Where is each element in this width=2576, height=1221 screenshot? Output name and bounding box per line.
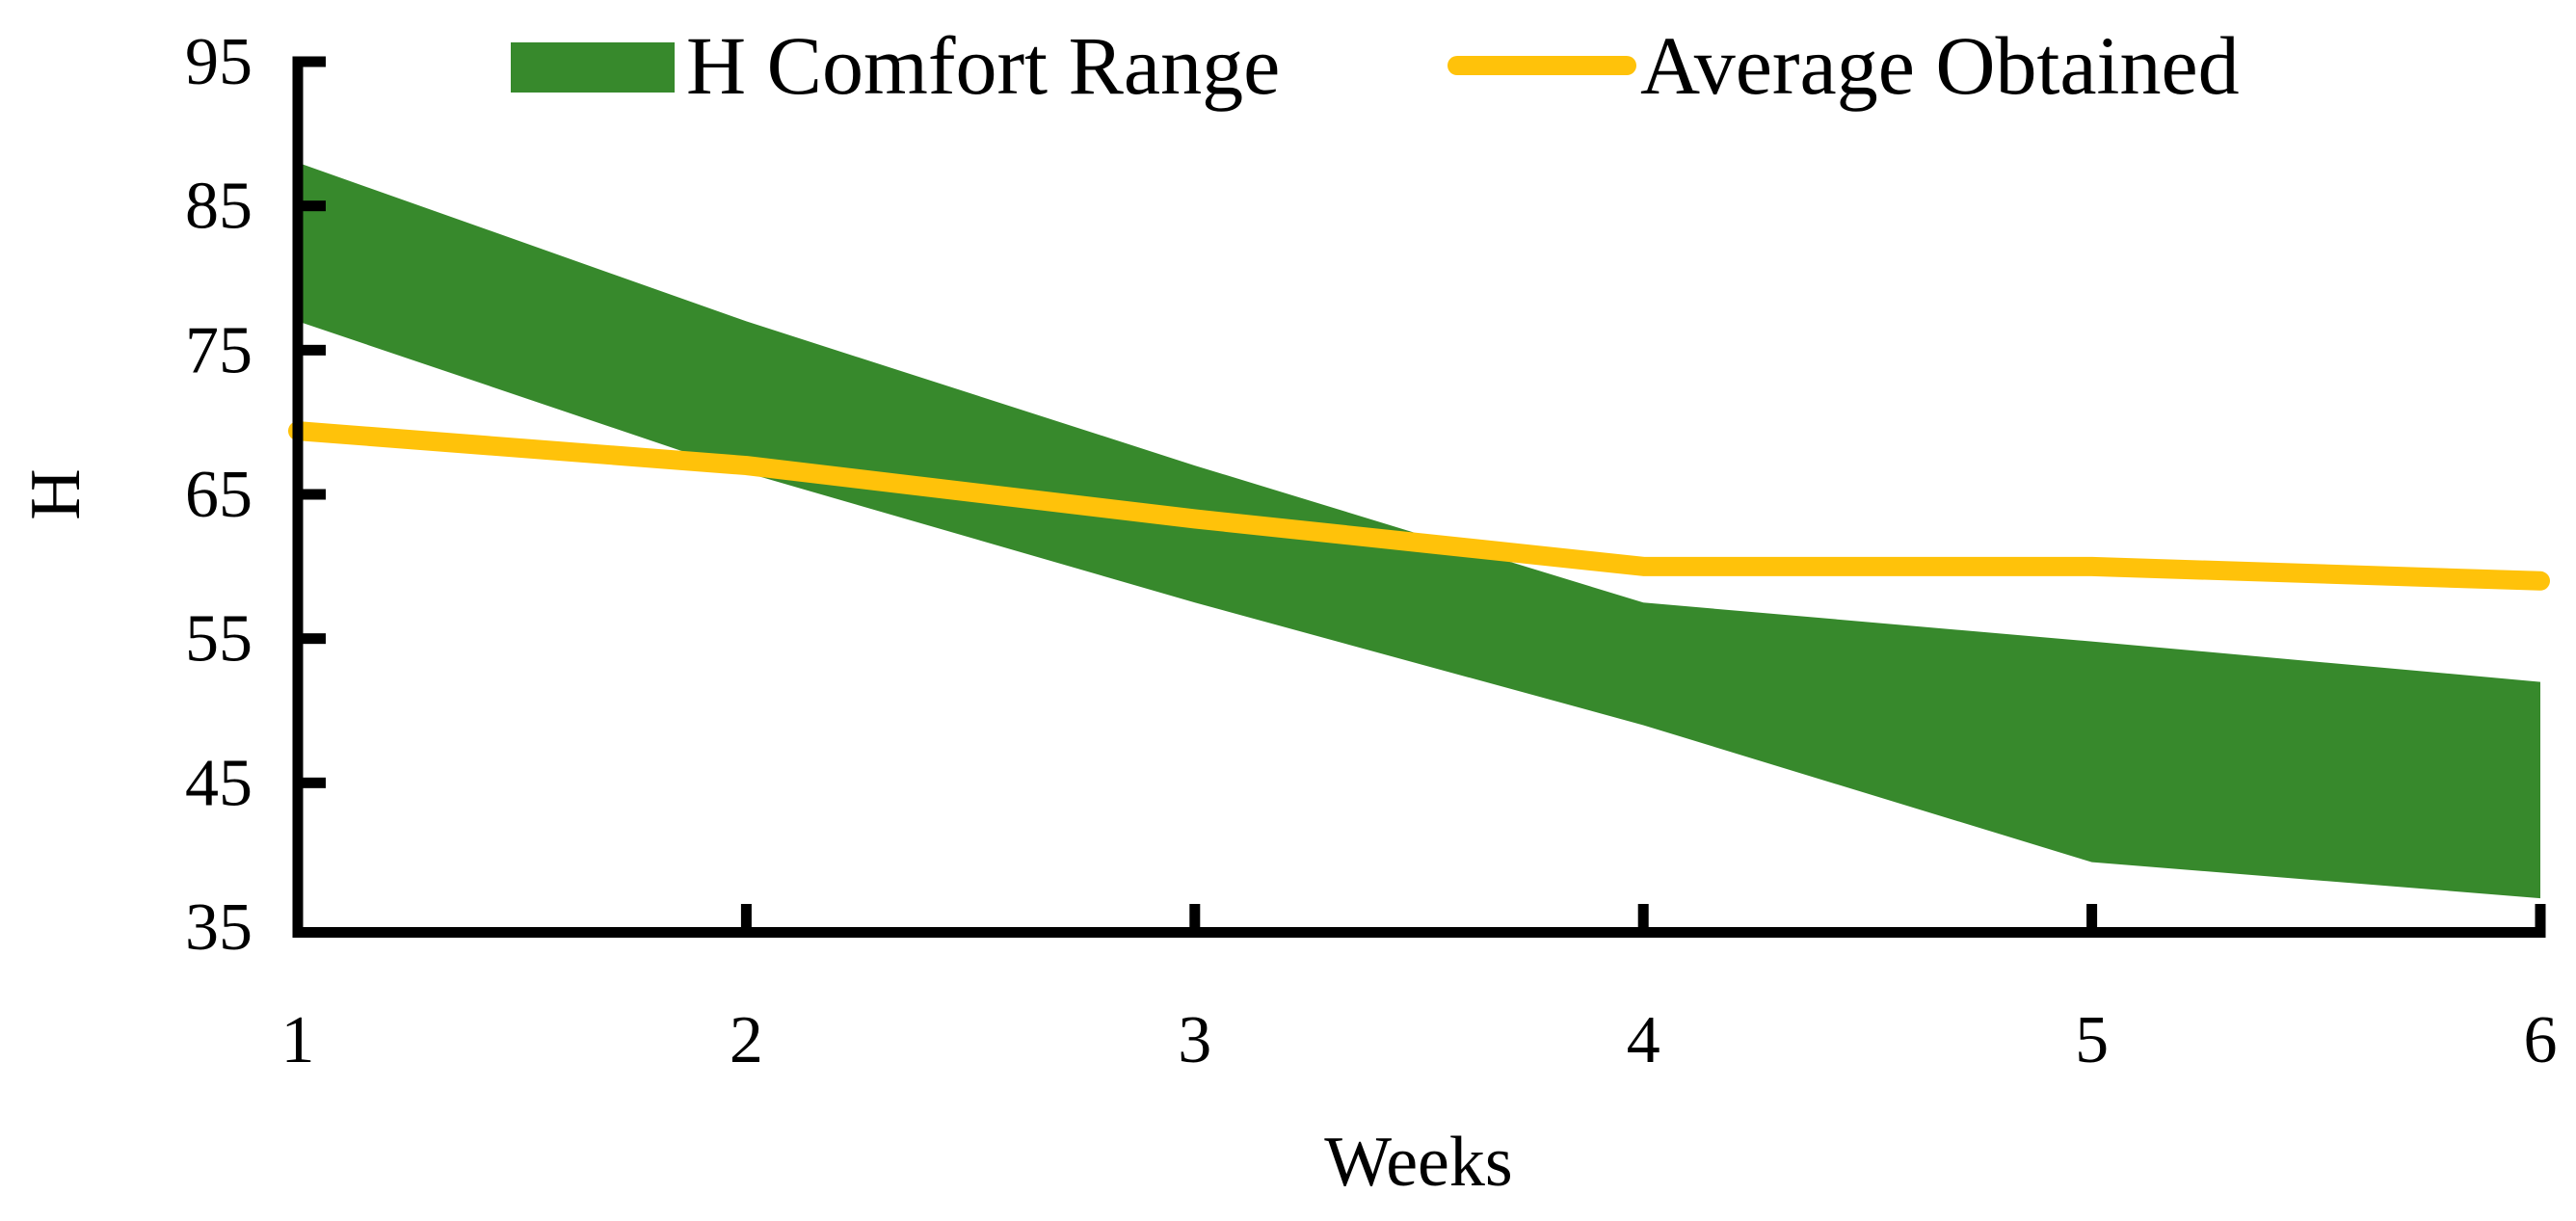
x-tick-label: 5 [2075, 1003, 2109, 1077]
y-tick-label: 55 [185, 602, 252, 677]
x-tick [740, 904, 752, 927]
x-tick-labels: 1 2 3 4 5 6 [281, 1003, 2558, 1077]
x-tick [2535, 904, 2546, 927]
x-tick-label: 3 [1178, 1003, 1211, 1077]
y-tick [298, 344, 326, 356]
y-tick-label: 85 [185, 170, 252, 244]
comfort-band-area [298, 162, 2540, 899]
y-tick-label: 65 [185, 458, 252, 532]
x-tick-label: 2 [730, 1003, 763, 1077]
y-tick-label: 75 [185, 313, 252, 387]
legend-swatch-comfort-band [511, 42, 675, 93]
y-ticks [298, 56, 326, 788]
y-tick-label: 45 [185, 746, 252, 820]
y-axis-title: H [16, 468, 95, 519]
y-tick-label: 95 [185, 25, 252, 99]
y-tick-labels: 95 85 75 65 55 45 35 [185, 25, 252, 965]
x-tick [1189, 904, 1201, 927]
y-tick [298, 489, 326, 500]
y-tick [298, 633, 326, 645]
legend-label-comfort-band: H Comfort Range [686, 19, 1280, 112]
x-tick-label: 4 [1627, 1003, 1660, 1077]
x-axis-title: Weeks [1324, 1123, 1512, 1202]
x-tick [2086, 904, 2098, 927]
legend: H Comfort Range Average Obtained [511, 19, 2240, 112]
legend-label-average-line: Average Obtained [1640, 19, 2240, 112]
x-axis-line [292, 927, 2546, 938]
x-tick-label: 6 [2524, 1003, 2558, 1077]
y-tick [298, 777, 326, 788]
y-tick [298, 56, 326, 67]
x-tick-label: 1 [281, 1003, 315, 1077]
x-tick [1637, 904, 1649, 927]
average-line [288, 421, 2550, 591]
y-tick [298, 200, 326, 212]
y-tick-label: 35 [185, 890, 252, 965]
x-ticks [740, 904, 2546, 927]
